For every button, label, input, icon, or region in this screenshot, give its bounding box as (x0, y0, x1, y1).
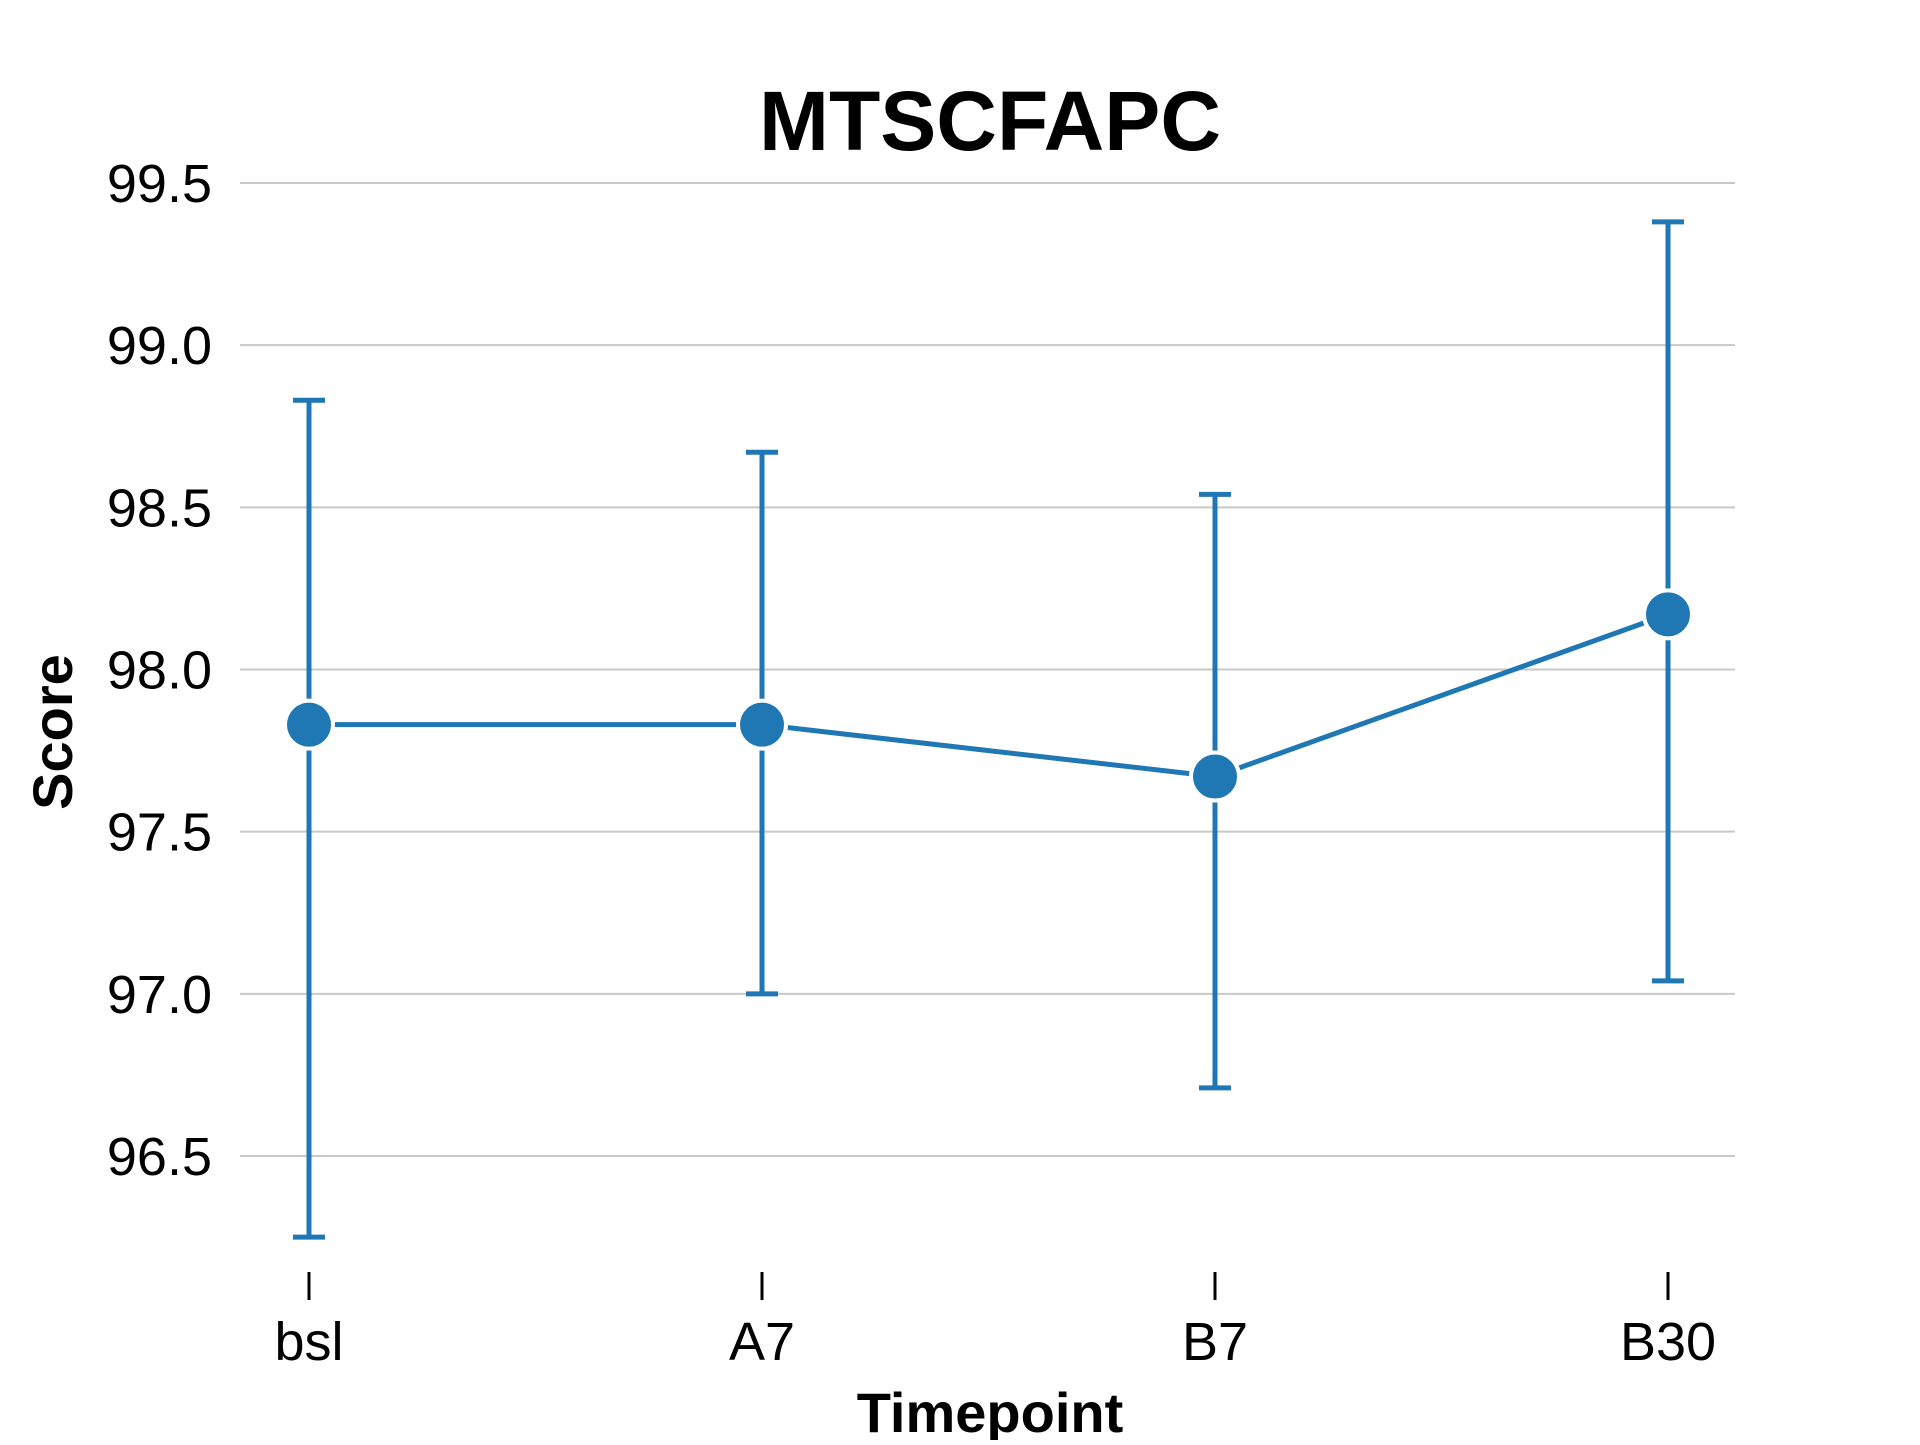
error-bar (293, 397, 325, 1240)
data-points (283, 588, 1694, 803)
data-point (1189, 750, 1241, 803)
y-tick-label: 98.5 (107, 478, 212, 538)
y-tick-labels: 96.5 97.0 97.5 98.0 98.5 99.0 99.5 (107, 154, 212, 1187)
error-bars (293, 219, 1684, 1240)
series-line (309, 612, 1669, 780)
x-axis-label: Timepoint (857, 1381, 1124, 1440)
x-tick-label: A7 (729, 1312, 795, 1372)
y-tick-label: 97.0 (107, 965, 212, 1025)
y-tick-label: 98.0 (107, 641, 212, 701)
x-tick-label: bsl (274, 1312, 343, 1372)
x-ticks: bsl A7 B7 B30 (274, 1272, 1716, 1372)
y-tick-label: 97.5 (107, 803, 212, 863)
y-axis-label: Score (21, 654, 84, 810)
data-point (736, 698, 788, 751)
y-tick-label: 99.0 (107, 316, 212, 376)
y-tick-label: 99.5 (107, 154, 212, 214)
series-polyline (309, 612, 1669, 780)
y-tick-label: 96.5 (107, 1127, 212, 1187)
grid-lines (240, 182, 1735, 1157)
chart-title: MTSCFAPC (759, 74, 1221, 168)
x-tick-label: B30 (1620, 1312, 1716, 1372)
data-point (283, 698, 335, 751)
x-tick-label: B7 (1182, 1312, 1248, 1372)
data-point (1642, 588, 1694, 641)
